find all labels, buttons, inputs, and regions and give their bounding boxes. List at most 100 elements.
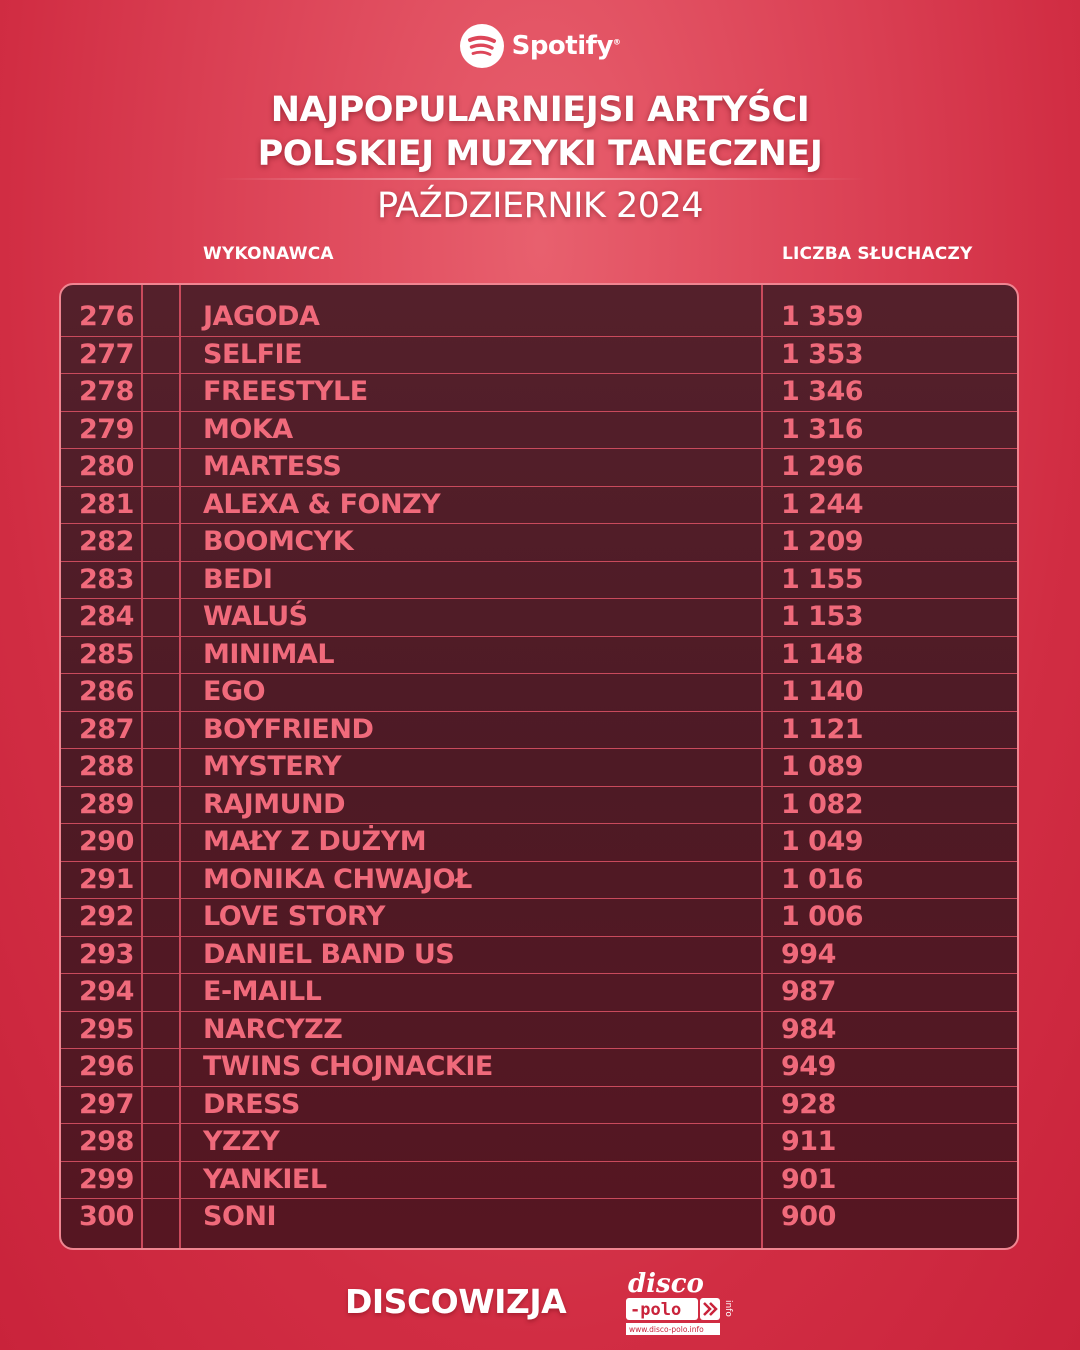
rank-cell: 283 [79, 563, 134, 595]
table-row: 277 SELFIE 1 353 [61, 337, 1017, 374]
listeners-cell: 911 [781, 1126, 836, 1157]
artist-cell: BEDI [203, 563, 273, 595]
rank-cell: 282 [79, 526, 134, 557]
rank-cell: 278 [79, 376, 134, 407]
artist-cell: TWINS CHOJNACKIE [203, 1051, 493, 1082]
discowizja-logo: DISCOWIZJA [345, 1282, 567, 1321]
table-row: 283 BEDI 1 155 [61, 562, 1017, 599]
listeners-cell: 949 [781, 1051, 836, 1082]
rank-cell: 276 [79, 301, 134, 332]
rank-cell: 277 [79, 338, 134, 370]
listeners-cell: 1 082 [781, 788, 864, 820]
listeners-cell: 1 153 [781, 601, 864, 632]
table-row: 284 WALUŚ 1 153 [61, 599, 1017, 637]
listeners-cell: 1 359 [781, 301, 864, 332]
table-row: 293 DANIEL BAND US 994 [61, 937, 1017, 974]
table-row: 282 BOOMCYK 1 209 [61, 524, 1017, 562]
listeners-cell: 1 148 [781, 638, 864, 670]
table-row: 280 MARTESS 1 296 [61, 449, 1017, 487]
disco-polo-logo: disco -polo info www.disco-polo.info [626, 1269, 733, 1335]
artist-cell: RAJMUND [203, 788, 346, 820]
artist-cell: DRESS [203, 1088, 300, 1120]
column-header-artist: WYKONAWCA [203, 244, 334, 264]
artist-cell: MAŁY Z DUŻYM [203, 826, 427, 857]
column-divider [141, 285, 143, 1248]
artist-cell: EGO [203, 676, 266, 707]
artist-cell: LOVE STORY [203, 901, 385, 932]
listeners-cell: 1 016 [781, 863, 864, 895]
listeners-cell: 1 049 [781, 826, 864, 857]
table-row: 299 YANKIEL 901 [61, 1162, 1017, 1199]
listeners-cell: 1 346 [781, 376, 864, 407]
page-title: NAJPOPULARNIEJSI ARTYŚCI POLSKIEJ MUZYKI… [0, 88, 1080, 176]
table-row: 297 DRESS 928 [61, 1087, 1017, 1124]
artist-cell: BOOMCYK [203, 526, 354, 557]
table-row: 300 SONI 900 [61, 1199, 1017, 1237]
artist-cell: MINIMAL [203, 638, 335, 670]
title-line-1: NAJPOPULARNIEJSI ARTYŚCI [270, 90, 810, 130]
artist-cell: MYSTERY [203, 751, 342, 782]
rank-cell: 288 [79, 751, 134, 782]
artist-cell: MARTESS [203, 451, 342, 482]
listeners-cell: 1 006 [781, 901, 864, 932]
table-row: 278 FREESTYLE 1 346 [61, 374, 1017, 412]
table-row: 285 MINIMAL 1 148 [61, 637, 1017, 674]
listeners-cell: 1 316 [781, 413, 864, 445]
column-divider [179, 285, 181, 1248]
artist-cell: WALUŚ [203, 601, 308, 632]
artist-cell: NARCYZZ [203, 1013, 343, 1045]
table-row: 292 LOVE STORY 1 006 [61, 899, 1017, 937]
rank-cell: 293 [79, 938, 134, 970]
title-divider [215, 178, 865, 180]
listeners-cell: 1 353 [781, 338, 864, 370]
table-row: 289 RAJMUND 1 082 [61, 787, 1017, 824]
listeners-cell: 900 [781, 1201, 836, 1232]
listeners-cell: 1 140 [781, 676, 864, 707]
spotify-logo-icon [459, 24, 504, 68]
artist-cell: SONI [203, 1201, 277, 1232]
rank-cell: 279 [79, 413, 134, 445]
rank-cell: 280 [79, 451, 134, 482]
rank-cell: 295 [79, 1013, 134, 1045]
listeners-cell: 984 [781, 1013, 836, 1045]
artist-cell: JAGODA [203, 301, 320, 332]
artist-cell: FREESTYLE [203, 376, 368, 407]
rank-cell: 291 [79, 863, 134, 895]
spotify-brand: Spotify® [0, 24, 1080, 68]
artist-cell: E-MAILL [203, 976, 322, 1007]
logo-text-disco: disco [628, 1269, 704, 1299]
artist-cell: YANKIEL [203, 1163, 327, 1195]
listeners-cell: 928 [781, 1088, 836, 1120]
listeners-cell: 1 155 [781, 563, 864, 595]
artist-cell: YZZY [203, 1126, 280, 1157]
ranking-table: 276 JAGODA 1 359 277 SELFIE 1 353 278 FREESTYLE… [59, 283, 1019, 1250]
table-row: 290 MAŁY Z DUŻYM 1 049 [61, 824, 1017, 862]
artist-cell: DANIEL BAND US [203, 938, 455, 970]
rank-cell: 285 [79, 638, 134, 670]
artist-cell: BOYFRIEND [203, 713, 374, 745]
rank-cell: 300 [79, 1201, 134, 1232]
artist-cell: MOKA [203, 413, 293, 445]
brand-name: Spotify® [511, 31, 621, 61]
rank-cell: 297 [79, 1088, 134, 1120]
table-row: 286 EGO 1 140 [61, 674, 1017, 712]
artist-cell: ALEXA & FONZY [203, 488, 441, 520]
listeners-cell: 901 [781, 1163, 836, 1195]
rank-cell: 296 [79, 1051, 134, 1082]
table-row: 296 TWINS CHOJNACKIE 949 [61, 1049, 1017, 1087]
table-row: 298 YZZY 911 [61, 1124, 1017, 1162]
column-divider [761, 285, 763, 1248]
page-subtitle: PAŹDZIERNIK 2024 [376, 186, 704, 226]
rank-cell: 286 [79, 676, 134, 707]
rank-cell: 298 [79, 1126, 134, 1157]
table-row: 287 BOYFRIEND 1 121 [61, 712, 1017, 749]
listeners-cell: 1 089 [781, 751, 864, 782]
column-header-listeners: LICZBA SŁUCHACZY [782, 244, 973, 264]
rank-cell: 289 [79, 788, 134, 820]
table-row: 276 JAGODA 1 359 [61, 299, 1017, 337]
table-row: 288 MYSTERY 1 089 [61, 749, 1017, 787]
table-row: 281 ALEXA & FONZY 1 244 [61, 487, 1017, 524]
logo-text-info: info [723, 1300, 733, 1317]
rank-cell: 299 [79, 1163, 134, 1195]
table-rows: 276 JAGODA 1 359 277 SELFIE 1 353 278 FREESTYLE… [61, 299, 1017, 1237]
